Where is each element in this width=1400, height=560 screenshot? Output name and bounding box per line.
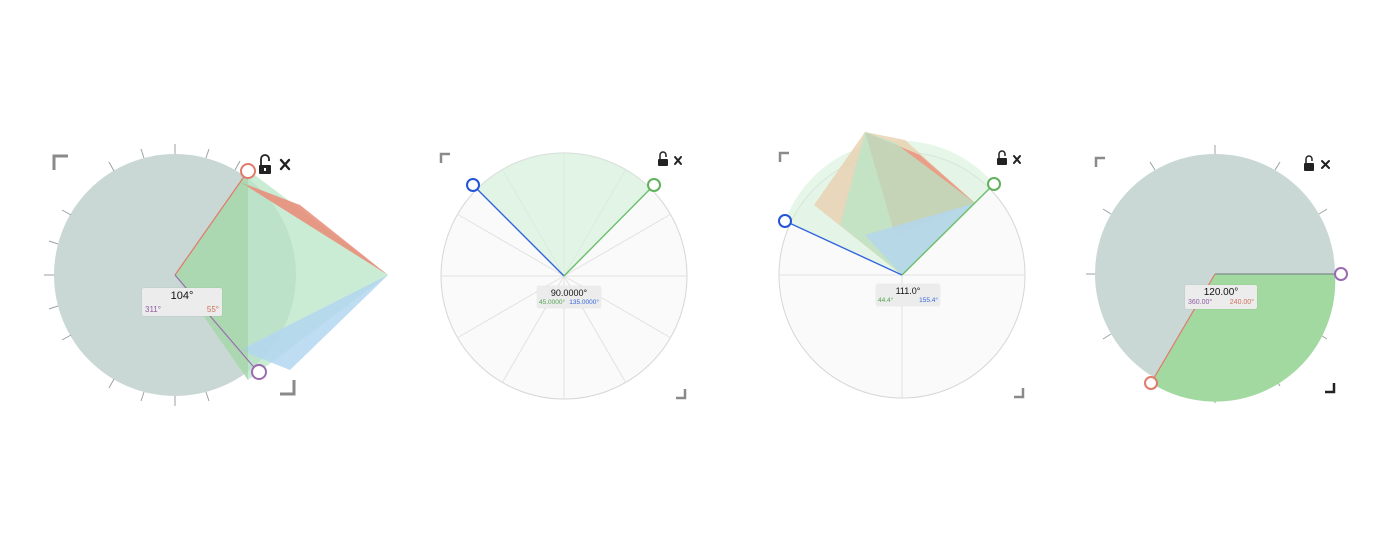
wedge-red [240,182,388,275]
end-angle-value: 55° [206,305,219,314]
ray-start [472,184,565,277]
ray-start [784,220,903,276]
angle-sector [477,152,651,276]
corner-bracket-icon[interactable] [1325,383,1336,394]
start-angle-value: 45.0000° [539,299,566,306]
end-angle-value: 240.00° [1229,299,1254,306]
corner-bracket-icon[interactable] [1014,388,1025,399]
unlocked-padlock-icon[interactable] [1304,155,1314,171]
ray-end [563,184,655,277]
protractor-3-canvas [778,132,1026,399]
angle-value: 120.00° [1203,287,1239,298]
wedge-blue [240,275,388,370]
unlocked-padlock-icon[interactable] [997,150,1007,165]
handle-end[interactable] [647,178,661,192]
wedge-blue [865,203,975,275]
close-x-icon[interactable] [1013,155,1021,164]
angle-value: 90.0000° [550,288,588,298]
start-angle-value: 44.4° [878,297,894,304]
ray-end [901,183,995,276]
handle-end[interactable] [987,177,1001,191]
corner-bracket-icon[interactable] [52,154,68,170]
protractor-2-canvas [439,151,688,400]
wedge-overlap [175,170,248,380]
unlocked-padlock-icon[interactable] [658,151,668,166]
protractor-4: 120.00° 360.00° 240.00° [1085,140,1355,410]
protractor-1-canvas [44,144,388,406]
protractor-3: 111.0° 44.4° 155.4° [770,125,1040,410]
corner-bracket-icon[interactable] [1094,156,1105,167]
handle-start[interactable] [466,178,480,192]
handle-start[interactable] [1334,267,1348,281]
tick-marks [44,144,241,406]
handle-end[interactable] [251,364,267,380]
handle-start[interactable] [778,214,792,228]
close-x-icon[interactable] [279,158,291,171]
handle-end[interactable] [1144,376,1158,390]
start-angle-value: 311° [145,305,161,314]
corner-bracket-icon[interactable] [439,152,450,163]
handle-start[interactable] [240,163,256,179]
protractor-1: 104° 311° 55° [40,140,400,410]
angle-value: 104° [170,290,194,302]
corner-bracket-icon[interactable] [280,380,296,396]
angle-readout: 104° 311° 55° [142,288,222,316]
ray-start [174,170,249,276]
start-angle-value: 360.00° [1188,299,1213,306]
close-x-icon[interactable] [674,156,682,165]
unlocked-padlock-icon[interactable] [259,154,271,174]
angle-readout: 90.0000° 45.0000° 135.0000° [537,286,601,308]
corner-bracket-icon[interactable] [778,151,789,162]
end-angle-value: 135.0000° [569,299,599,306]
angle-readout: 120.00° 360.00° 240.00° [1185,285,1257,309]
angle-readout: 111.0° 44.4° 155.4° [876,284,940,306]
protractor-2: 90.0000° 45.0000° 135.0000° [430,140,700,410]
corner-bracket-icon[interactable] [676,389,687,400]
end-angle-value: 155.4° [919,297,938,304]
close-x-icon[interactable] [1321,160,1330,169]
protractor-4-canvas [1086,145,1348,403]
angle-value: 111.0° [895,286,921,296]
